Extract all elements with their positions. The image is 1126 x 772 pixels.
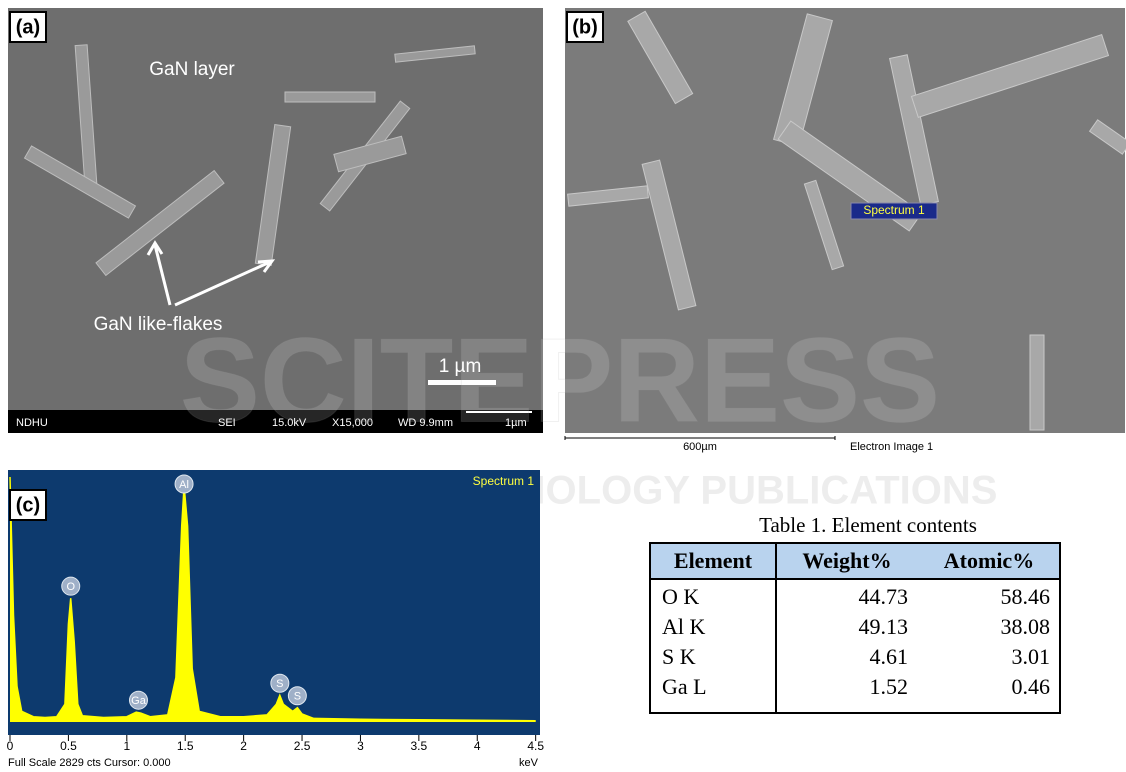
peak-label: O — [66, 581, 75, 593]
x-tick-label: 0 — [7, 739, 14, 753]
table-cell: Ga L — [662, 674, 707, 699]
x-tick-label: 2.5 — [294, 739, 311, 753]
x-tick-label: 0.5 — [60, 739, 77, 753]
footer: Full Scale 2829 cts Cursor: 0.000 — [8, 757, 171, 769]
peak-label: Ga — [131, 695, 147, 707]
table: Element Weight% Atomic% O K 44.73 58.46 Al K 49… — [650, 543, 1060, 713]
peak-label: Al — [179, 479, 189, 491]
spectrum-tag: Spectrum 1 — [863, 203, 925, 217]
peak-label: S — [294, 691, 301, 703]
x-axis-label: keV — [519, 757, 539, 769]
panel-label: (c) — [16, 494, 40, 516]
x-tick-label: 3 — [357, 739, 364, 753]
panel-label: (b) — [572, 16, 598, 38]
table-cell: 49.13 — [859, 614, 909, 639]
table-cell: Al K — [662, 614, 706, 639]
x-tick-label: 1.5 — [177, 739, 194, 753]
table-header: Atomic% — [944, 548, 1034, 573]
table-header: Element — [674, 548, 753, 573]
watermark: SCITEPRESS — [180, 314, 940, 448]
x-tick-label: 1 — [123, 739, 130, 753]
table-cell: 3.01 — [1012, 644, 1051, 669]
info-text: NDHU — [16, 417, 48, 429]
x-tick-label: 2 — [240, 739, 247, 753]
table-cell: S K — [662, 644, 696, 669]
spectrum-bg — [8, 470, 540, 735]
table-header: Weight% — [802, 548, 891, 573]
x-tick-label: 4 — [474, 739, 481, 753]
table-title: Table 1. Element contents — [759, 513, 977, 537]
figure: (a) GaN layer GaN like-flakes 1 µm NDHU … — [0, 0, 1126, 772]
table-cell: 44.73 — [859, 584, 909, 609]
table-cell: O K — [662, 584, 699, 609]
table-cell: 4.61 — [870, 644, 909, 669]
page: (a) GaN layer GaN like-flakes 1 µm NDHU … — [0, 0, 1126, 772]
chart-title: Spectrum 1 — [473, 474, 535, 488]
annotation: GaN layer — [149, 59, 235, 80]
panel-label: (a) — [16, 16, 40, 38]
peak-label: S — [276, 678, 283, 690]
table-cell: 38.08 — [1001, 614, 1051, 639]
table-cell: 1.52 — [870, 674, 909, 699]
table-cell: 58.46 — [1001, 584, 1051, 609]
x-tick-label: 4.5 — [527, 739, 544, 753]
x-tick-label: 3.5 — [411, 739, 428, 753]
table-cell: 0.46 — [1012, 674, 1051, 699]
